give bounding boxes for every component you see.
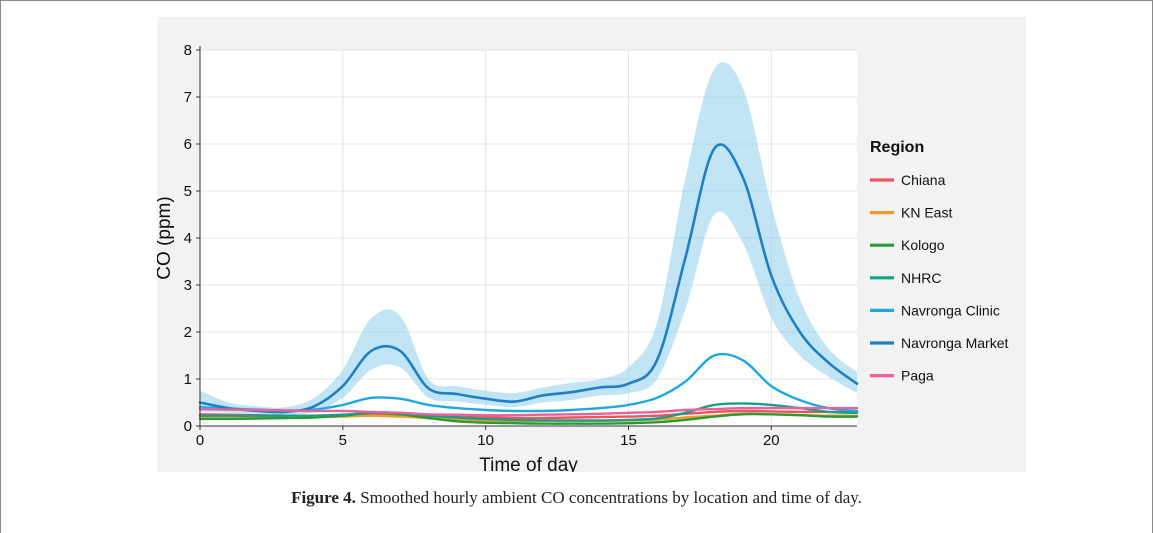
y-tick-label: 4 xyxy=(184,230,192,247)
figure-panel: 0 1 2 3 4 5 6 7 8 0 5 10 15 20 Time of day CO (ppm) Reg… xyxy=(157,17,1026,472)
caption-label: Figure 4. xyxy=(291,488,356,507)
series-line xyxy=(198,406,859,417)
series-lines xyxy=(198,143,859,425)
legend-label: Kologo xyxy=(901,237,945,253)
series-line xyxy=(198,411,859,425)
legend-label: Paga xyxy=(901,368,934,384)
x-tick-label: 10 xyxy=(477,432,494,449)
series-line xyxy=(198,402,859,422)
line-chart: 0 1 2 3 4 5 6 7 8 0 5 10 15 20 Time of day CO (ppm) Reg… xyxy=(157,42,1008,472)
y-tick-label: 5 xyxy=(184,183,192,200)
y-tick-label: 7 xyxy=(184,89,192,106)
y-tick-label: 3 xyxy=(184,277,192,294)
y-tick-label: 1 xyxy=(184,371,192,388)
axes: 0 1 2 3 4 5 6 7 8 0 5 10 15 20 Time of day CO (ppm) xyxy=(157,42,857,472)
y-tick-label: 2 xyxy=(184,324,192,341)
figure-caption: Figure 4. Smoothed hourly ambient CO con… xyxy=(0,488,1153,508)
x-axis-title: Time of day xyxy=(479,455,578,472)
y-tick-label: 8 xyxy=(184,42,192,59)
y-axis-title: CO (ppm) xyxy=(157,196,175,279)
y-tick-label: 6 xyxy=(184,136,192,153)
x-tick-label: 20 xyxy=(763,432,780,449)
legend-label: Navronga Market xyxy=(901,335,1008,351)
legend-label: KN East xyxy=(901,205,952,221)
series-line xyxy=(198,143,859,414)
legend-label: NHRC xyxy=(901,270,941,286)
legend-label: Navronga Clinic xyxy=(901,302,1000,318)
legend-label: Chiana xyxy=(901,172,946,188)
x-tick-label: 5 xyxy=(339,432,347,449)
y-tick-label: 0 xyxy=(184,418,192,435)
x-tick-label: 15 xyxy=(620,432,637,449)
confidence-bands xyxy=(200,61,857,415)
x-tick-label: 0 xyxy=(196,432,204,449)
caption-text: Smoothed hourly ambient CO concentration… xyxy=(360,488,862,507)
legend-title: Region xyxy=(870,139,924,156)
legend: Region Chiana KN East Kologo NHRC Navronga Cl… xyxy=(870,139,1008,384)
confidence-band xyxy=(200,61,857,415)
